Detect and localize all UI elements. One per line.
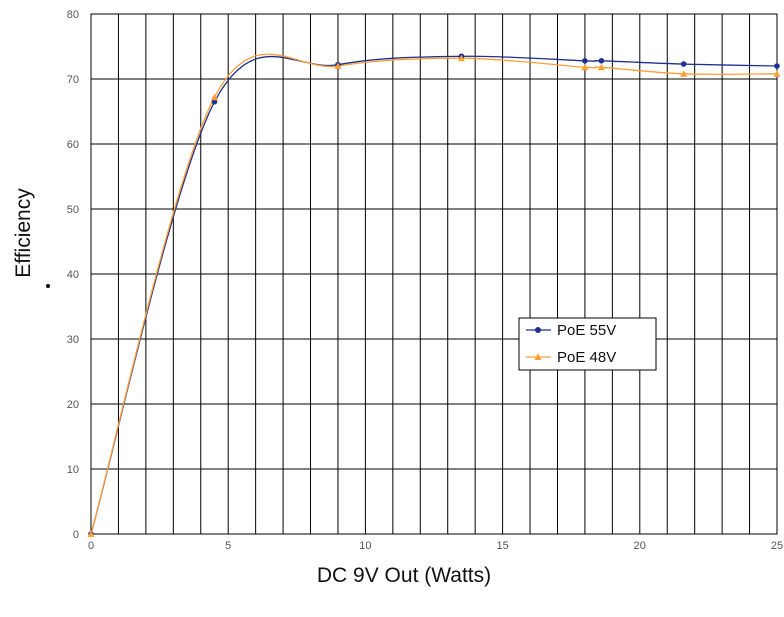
data-point-poe-48v xyxy=(87,530,95,537)
data-point-poe-55v xyxy=(211,98,218,105)
series-group xyxy=(87,53,781,537)
data-point-poe-48v xyxy=(680,70,688,77)
data-point-poe-48v xyxy=(597,63,605,71)
legend-box xyxy=(518,317,657,371)
legend-marker-poe-55v xyxy=(535,327,541,333)
grid-lines xyxy=(91,14,777,534)
legend: PoE 55V PoE 48V xyxy=(518,317,657,371)
data-point-poe-48v xyxy=(457,54,465,62)
x-tick-label: 15 xyxy=(496,540,508,552)
x-tick-label: 20 xyxy=(634,540,646,552)
legend-label-poe-55v: PoE 55V xyxy=(557,322,616,339)
y-tick-label: 50 xyxy=(67,204,79,216)
data-point-poe-48v xyxy=(581,63,589,71)
data-point-poe-55v xyxy=(582,58,588,64)
data-point-poe-48v xyxy=(334,62,342,69)
x-tick-label: 5 xyxy=(225,540,231,552)
plot-border xyxy=(90,13,778,535)
legend-marker-poe-48v xyxy=(534,353,542,360)
data-point-poe-55v xyxy=(774,63,780,69)
y-tick-label: 10 xyxy=(67,464,79,476)
y-tick-label: 70 xyxy=(67,74,79,86)
data-point-poe-48v xyxy=(210,93,218,101)
series-line-poe-55v xyxy=(90,55,778,535)
data-point-poe-55v xyxy=(598,58,605,64)
y-tick-label: 30 xyxy=(67,334,79,346)
x-axis-label: DC 9V Out (Watts) xyxy=(317,564,491,587)
stray-dot xyxy=(46,284,50,288)
data-point-poe-55v xyxy=(680,61,687,67)
data-point-poe-48v xyxy=(773,70,781,77)
y-tick-label: 80 xyxy=(67,9,79,21)
x-tick-label: 10 xyxy=(359,540,371,552)
y-tick-label: 0 xyxy=(73,529,79,541)
y-axis-label: Efficiency xyxy=(12,188,35,278)
y-tick-label: 20 xyxy=(67,399,79,411)
y-tick-label: 40 xyxy=(67,269,79,281)
y-tick-label: 60 xyxy=(67,139,79,151)
x-axis-ticks: 0 5 10 15 20 25 xyxy=(88,540,783,552)
plot-area xyxy=(90,13,778,535)
y-axis-ticks: 0 10 20 30 40 50 60 70 80 xyxy=(67,9,79,541)
x-tick-label: 0 xyxy=(88,540,94,552)
legend-label-poe-48v: PoE 48V xyxy=(557,349,616,366)
x-tick-label: 25 xyxy=(771,540,783,552)
series-line-poe-48v xyxy=(90,53,778,535)
